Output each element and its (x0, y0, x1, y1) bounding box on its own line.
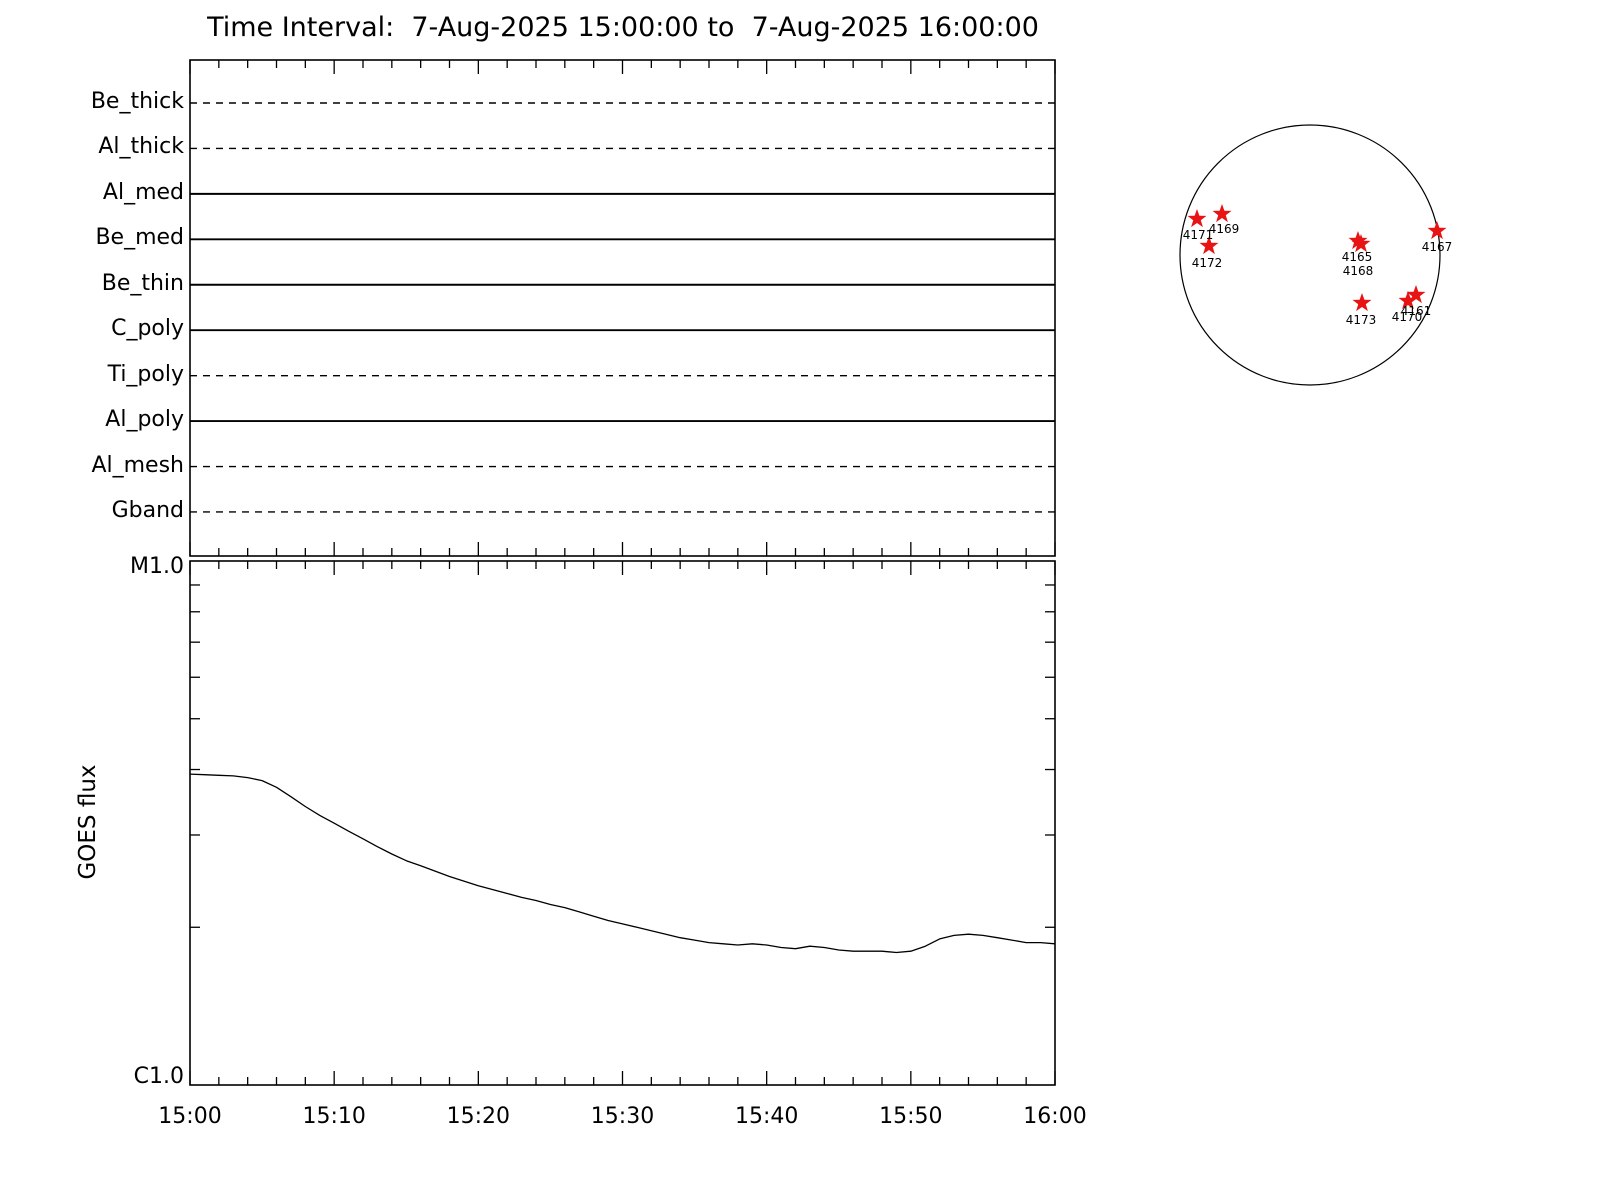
y-axis-min-label: C1.0 (133, 1064, 184, 1089)
active-region-star-4173 (1352, 293, 1372, 312)
active-region-star-4167 (1427, 221, 1447, 240)
goes-panel-frame (189, 560, 1056, 1086)
active-region-star-4161 (1406, 285, 1426, 304)
filter-label-al-med: Al_med (102, 179, 184, 205)
filter-label-al-poly: Al_poly (105, 407, 184, 433)
filter-label-be-thin: Be_thin (101, 270, 184, 296)
y-axis-max-label: M1.0 (130, 554, 184, 579)
filter-label-al-mesh: Al_mesh (91, 452, 184, 478)
x-tick-label-15-40: 15:40 (734, 1104, 799, 1129)
x-tick-label-15-10: 15:10 (302, 1104, 366, 1129)
goes-flux-axis-title: GOES flux (75, 764, 101, 880)
filter-label-ti-poly: Ti_poly (107, 361, 184, 387)
active-region-label-4171: 4171 (1182, 228, 1214, 242)
active-region-star-4172 (1199, 236, 1219, 255)
goes-flux-curve (189, 773, 1056, 954)
active-region-label-4168: 4168 (1342, 264, 1374, 278)
filter-label-c-poly: C_poly (111, 316, 184, 342)
x-tick-label-16-00: 16:00 (1023, 1104, 1087, 1129)
active-region-star-4171 (1187, 209, 1207, 228)
active-region-label-4170: 4170 (1391, 310, 1423, 324)
solar-disk-limb (1179, 124, 1441, 386)
filter-label-be-thick: Be_thick (90, 89, 184, 114)
filter-label-al-thick: Al_thick (98, 134, 184, 160)
active-region-star-4165 (1348, 231, 1368, 250)
x-tick-label-15-50: 15:50 (879, 1104, 943, 1129)
x-tick-label-15-00: 15:00 (158, 1104, 222, 1129)
filter-label-gband: Gband (111, 497, 184, 523)
active-region-label-4165: 4165 (1341, 250, 1373, 264)
y-axis-ticks (190, 584, 1055, 928)
page-title: Time Interval: 7-Aug-2025 15:00:00 to 7-… (207, 12, 1039, 43)
x-axis-ticks (189, 60, 1056, 1085)
active-region-star-4169 (1212, 204, 1232, 223)
filter-panel-frame (189, 59, 1056, 557)
filter-label-be-med: Be_med (95, 225, 184, 251)
active-region-label-4161: 4161 (1400, 304, 1432, 318)
x-tick-label-15-30: 15:30 (590, 1104, 655, 1129)
active-region-star-4168 (1351, 234, 1371, 253)
active-region-label-4167: 4167 (1421, 240, 1453, 254)
active-region-label-4173: 4173 (1345, 313, 1377, 327)
active-region-label-4172: 4172 (1191, 256, 1223, 270)
active-region-star-4170 (1398, 291, 1418, 310)
active-region-label-4169: 4169 (1208, 222, 1240, 236)
x-tick-label-15-20: 15:20 (446, 1104, 511, 1129)
